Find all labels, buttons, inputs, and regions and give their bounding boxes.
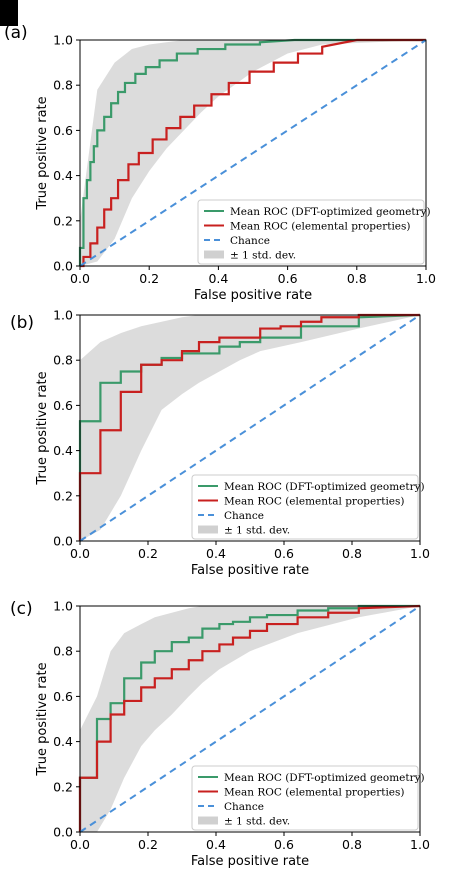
legend-item-std: ± 1 std. dev.	[224, 816, 290, 828]
legend: Mean ROC (DFT-optimized geometry) Mean RO…	[191, 474, 425, 540]
x-axis-label: False positive rate	[191, 854, 309, 869]
x-tick-label: 1.0	[410, 837, 430, 852]
legend-item-dft: Mean ROC (DFT-optimized geometry)	[224, 772, 425, 784]
legend: Mean ROC (DFT-optimized geometry) Mean RO…	[191, 765, 425, 831]
legend-box	[191, 765, 419, 831]
x-tick-label: 0.4	[206, 546, 226, 561]
elemental-roc-line	[78, 313, 420, 541]
y-axis-label: True positive rate	[35, 96, 50, 210]
elemental-roc-line	[80, 38, 426, 268]
axes-frame	[79, 314, 421, 542]
y-tick-label: 0.4	[53, 734, 73, 749]
x-tick-label: 0.2	[138, 837, 158, 852]
y-tick-label: 0.4	[53, 443, 73, 458]
legend-item-chance: Chance	[224, 801, 264, 813]
x-tick-label: 0.2	[139, 271, 159, 286]
y-tick-label: 0.0	[53, 825, 73, 840]
x-tick-label: 0.8	[347, 271, 367, 286]
dft-roc-line	[78, 604, 420, 832]
y-tick-label: 1.0	[53, 599, 73, 614]
x-axis-label: False positive rate	[194, 288, 312, 303]
panel-label: (a)	[4, 23, 28, 43]
x-tick-label: 1.0	[416, 271, 436, 286]
chance-line	[79, 39, 427, 267]
y-tick-label: 0.0	[53, 534, 73, 549]
y-tick-label: 0.6	[53, 398, 73, 413]
legend-item-dft: Mean ROC (DFT-optimized geometry)	[224, 481, 425, 493]
x-tick-label: 0.0	[70, 271, 90, 286]
x-tick-label: 0.4	[208, 271, 228, 286]
dft-roc-line	[78, 38, 426, 266]
elemental-roc-line	[78, 604, 421, 832]
x-tick-label: 0.8	[342, 546, 362, 561]
panel-label: (c)	[10, 599, 33, 619]
legend-box	[197, 199, 425, 265]
x-tick-label: 0.6	[274, 837, 294, 852]
legend-swatch	[198, 525, 218, 534]
chance-line	[79, 605, 421, 833]
legend-item-std: ± 1 std. dev.	[230, 250, 296, 262]
y-axis-label: True positive rate	[35, 662, 50, 776]
roc-panel: (c) 0.0 0.2 0.4 0.6 0.8 1.0 0.0 0.2 0.4 0.6 0.8 1.0 F…	[10, 599, 430, 870]
x-tick-label: 0.4	[206, 837, 226, 852]
roc-panel: (b) 0.0 0.2 0.4 0.6 0.8 1.0 0.0 0.2 0.4 0.6 0.8 1.0 F…	[10, 308, 430, 579]
y-axis-label: True positive rate	[35, 371, 50, 485]
y-tick-label: 0.2	[53, 779, 73, 794]
legend-item-chance: Chance	[230, 235, 270, 247]
legend-swatch	[198, 816, 218, 825]
y-tick-label: 0.4	[53, 168, 73, 183]
legend-item-elemental: Mean ROC (elemental properties)	[224, 787, 405, 799]
y-tick-label: 0.2	[53, 213, 73, 228]
axes-frame	[79, 605, 421, 833]
y-tick-label: 1.0	[53, 308, 73, 323]
x-tick-label: 0.8	[342, 837, 362, 852]
legend-box	[191, 474, 419, 540]
legend-item-elemental: Mean ROC (elemental properties)	[230, 221, 411, 233]
corner-marker	[0, 0, 18, 26]
legend: Mean ROC (DFT-optimized geometry) Mean RO…	[197, 199, 431, 265]
x-axis-label: False positive rate	[191, 563, 309, 578]
y-tick-label: 1.0	[53, 33, 73, 48]
std-dev-band	[80, 606, 420, 832]
y-tick-label: 0.8	[53, 78, 73, 93]
y-tick-label: 0.8	[53, 353, 73, 368]
std-dev-band	[80, 315, 420, 541]
roc-panel: (a) 0.0 0.2 0.4 0.6 0.8 1.0 0.0 0.2 0.4 0.6 0.8 1.0 F…	[4, 23, 436, 303]
y-tick-label: 0.0	[53, 259, 73, 274]
x-tick-label: 0.0	[70, 837, 90, 852]
legend-item-chance: Chance	[224, 510, 264, 522]
x-tick-label: 0.2	[138, 546, 158, 561]
y-tick-label: 0.6	[53, 123, 73, 138]
y-tick-label: 0.2	[53, 488, 73, 503]
legend-item-elemental: Mean ROC (elemental properties)	[224, 496, 405, 508]
x-tick-label: 0.6	[274, 546, 294, 561]
x-tick-label: 1.0	[410, 546, 430, 561]
std-dev-band	[80, 40, 426, 266]
axes-frame	[79, 39, 427, 267]
legend-item-std: ± 1 std. dev.	[224, 525, 290, 537]
legend-item-dft: Mean ROC (DFT-optimized geometry)	[230, 206, 431, 218]
chance-line	[79, 314, 421, 542]
panel-label: (b)	[10, 313, 34, 333]
y-tick-label: 0.6	[53, 689, 73, 704]
x-tick-label: 0.0	[70, 546, 90, 561]
y-tick-label: 0.8	[53, 644, 73, 659]
x-tick-label: 0.6	[278, 271, 298, 286]
legend-swatch	[204, 250, 224, 259]
